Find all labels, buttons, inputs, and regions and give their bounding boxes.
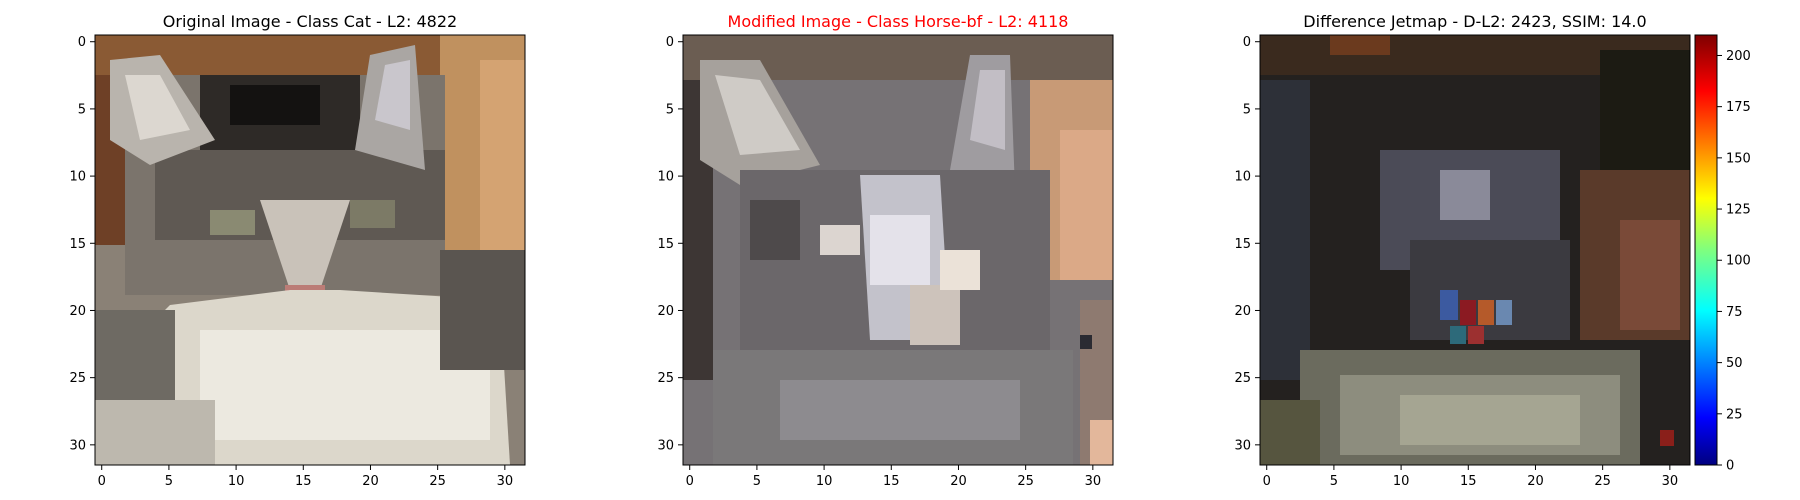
panel-original: Original Image - Class Cat - L2: 4822 xyxy=(69,12,526,489)
colorbar-tick-label: 75 xyxy=(1726,305,1743,320)
x-tick-label: 30 xyxy=(1662,474,1679,489)
y-tick-label: 0 xyxy=(78,35,86,50)
x-tick-label: 15 xyxy=(883,474,900,489)
axes-ticks: 0 5 10 15 20 25 30 0 5 10 15 20 25 30 xyxy=(1234,35,1678,489)
colorbar: 0 25 50 75 100 125 150 175 200 xyxy=(1694,34,1751,474)
x-tick-label: 5 xyxy=(165,474,173,489)
x-tick-label: 0 xyxy=(1263,474,1271,489)
colorbar-tick-label: 50 xyxy=(1726,356,1743,371)
panel-title: Original Image - Class Cat - L2: 4822 xyxy=(163,12,457,31)
y-tick-label: 30 xyxy=(1234,438,1251,453)
x-tick-label: 0 xyxy=(686,474,694,489)
y-tick-label: 5 xyxy=(666,102,674,117)
colorbar-tick-label: 125 xyxy=(1726,203,1751,218)
colorbar-ticks: 0 25 50 75 100 125 150 175 200 xyxy=(1717,49,1751,474)
colorbar-tick-label: 175 xyxy=(1726,100,1751,115)
colorbar-tick-label: 100 xyxy=(1726,254,1751,269)
y-tick-label: 15 xyxy=(657,237,674,252)
x-tick-label: 0 xyxy=(98,474,106,489)
y-tick-label: 25 xyxy=(657,371,674,386)
difference-heatmap xyxy=(1260,35,1690,465)
x-tick-label: 30 xyxy=(497,474,514,489)
colorbar-tick-label: 25 xyxy=(1726,407,1743,422)
y-tick-label: 5 xyxy=(1243,102,1251,117)
panel-difference: Difference Jetmap - D-L2: 2423, SSIM: 14… xyxy=(1234,12,1750,489)
panel-title: Difference Jetmap - D-L2: 2423, SSIM: 14… xyxy=(1303,12,1646,31)
y-tick-label: 20 xyxy=(69,304,86,319)
x-tick-label: 5 xyxy=(1330,474,1338,489)
y-tick-label: 0 xyxy=(666,35,674,50)
x-tick-label: 25 xyxy=(1594,474,1611,489)
y-tick-label: 5 xyxy=(78,102,86,117)
axes-ticks: 0 5 10 15 20 25 30 0 5 10 15 20 25 30 xyxy=(69,35,513,489)
x-tick-label: 15 xyxy=(1460,474,1477,489)
y-tick-label: 20 xyxy=(657,304,674,319)
colorbar-tick-label: 150 xyxy=(1726,151,1751,166)
axes-ticks: 0 5 10 15 20 25 30 0 5 10 15 20 25 30 xyxy=(657,35,1101,489)
x-tick-label: 25 xyxy=(429,474,446,489)
x-tick-label: 10 xyxy=(816,474,833,489)
x-tick-label: 10 xyxy=(1393,474,1410,489)
y-tick-label: 10 xyxy=(69,170,86,185)
y-tick-label: 10 xyxy=(657,170,674,185)
x-tick-label: 15 xyxy=(295,474,312,489)
panel-modified: Modified Image - Class Horse-bf - L2: 41… xyxy=(657,12,1114,489)
original-cat-image xyxy=(95,35,525,465)
y-tick-label: 0 xyxy=(1243,35,1251,50)
x-tick-label: 10 xyxy=(228,474,245,489)
y-tick-label: 25 xyxy=(69,371,86,386)
x-tick-label: 20 xyxy=(1527,474,1544,489)
y-tick-label: 10 xyxy=(1234,170,1251,185)
colorbar-tick-label: 200 xyxy=(1726,49,1751,64)
y-tick-label: 30 xyxy=(69,438,86,453)
x-tick-label: 30 xyxy=(1085,474,1102,489)
y-tick-label: 20 xyxy=(1234,304,1251,319)
y-tick-label: 25 xyxy=(1234,371,1251,386)
y-tick-label: 15 xyxy=(1234,237,1251,252)
x-tick-label: 25 xyxy=(1017,474,1034,489)
y-tick-label: 30 xyxy=(657,438,674,453)
colorbar-tick-label: 0 xyxy=(1726,459,1734,474)
modified-cat-image xyxy=(683,35,1113,465)
x-tick-label: 20 xyxy=(950,474,967,489)
y-tick-label: 15 xyxy=(69,237,86,252)
x-tick-label: 20 xyxy=(362,474,379,489)
x-tick-label: 5 xyxy=(753,474,761,489)
panel-title: Modified Image - Class Horse-bf - L2: 41… xyxy=(728,12,1069,31)
